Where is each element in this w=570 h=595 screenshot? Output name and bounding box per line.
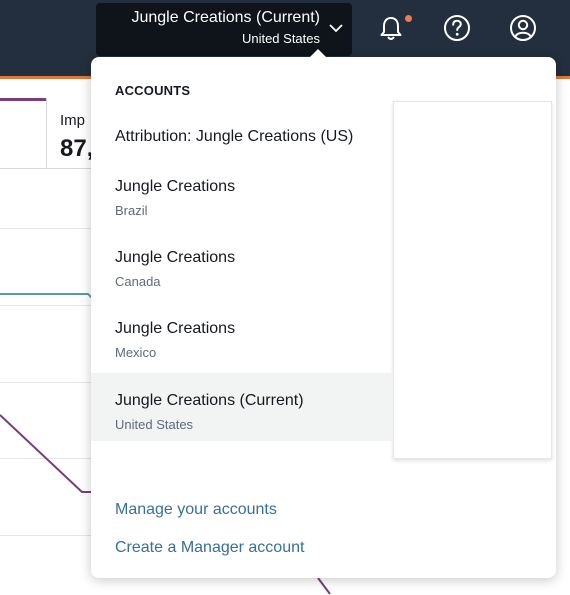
account-switcher-button[interactable]: Jungle Creations (Current) United States [96, 3, 352, 56]
create-manager-account-link[interactable]: Create a Manager account [115, 539, 305, 556]
account-item-region: United States [115, 417, 194, 432]
metric-card-border [0, 168, 100, 169]
account-item-brazil[interactable]: Jungle Creations Brazil [91, 167, 393, 229]
current-account-region: United States [241, 31, 320, 46]
chart-series-line-purple [0, 414, 93, 493]
metric-card-value: 87, [60, 135, 94, 162]
metric-card-divider [46, 98, 47, 168]
chart-gridline [0, 535, 100, 536]
accounts-dropdown: ACCOUNTS Attribution: Jungle Creations (… [91, 49, 556, 578]
chart-series-line-purple-tail [317, 577, 331, 595]
account-item-united-states-current[interactable]: Jungle Creations (Current) United States [91, 373, 393, 441]
account-item-region: Canada [115, 274, 161, 289]
user-icon[interactable] [509, 14, 537, 42]
help-icon[interactable] [443, 14, 471, 42]
account-item-attribution-us[interactable]: Attribution: Jungle Creations (US) [91, 119, 393, 159]
account-item-region: Mexico [115, 345, 157, 360]
account-item-name: Attribution: Jungle Creations (US) [115, 128, 354, 145]
account-item-name: Jungle Creations [115, 178, 236, 195]
selected-metric-indicator [0, 98, 46, 101]
chart-gridline [0, 228, 100, 229]
dropdown-caret [309, 49, 327, 58]
account-detail-panel [393, 101, 552, 459]
metric-card-label: Imp [60, 112, 86, 129]
chart-gridline [0, 305, 100, 306]
notification-badge [405, 15, 412, 22]
manage-accounts-link[interactable]: Manage your accounts [115, 501, 277, 518]
chart-gridline [0, 458, 100, 459]
bell-icon[interactable] [377, 14, 405, 42]
account-item-canada[interactable]: Jungle Creations Canada [91, 238, 393, 300]
account-item-name: Jungle Creations [115, 249, 236, 266]
accounts-heading: ACCOUNTS [115, 83, 191, 98]
chart-gridline [0, 382, 100, 383]
chevron-down-icon [329, 24, 343, 33]
account-item-region: Brazil [115, 203, 148, 218]
chart-series-line-teal [0, 293, 94, 300]
account-item-mexico[interactable]: Jungle Creations Mexico [91, 309, 393, 371]
account-item-name: Jungle Creations [115, 320, 236, 337]
account-item-name: Jungle Creations (Current) [115, 392, 304, 409]
current-account-name: Jungle Creations (Current) [131, 9, 320, 26]
